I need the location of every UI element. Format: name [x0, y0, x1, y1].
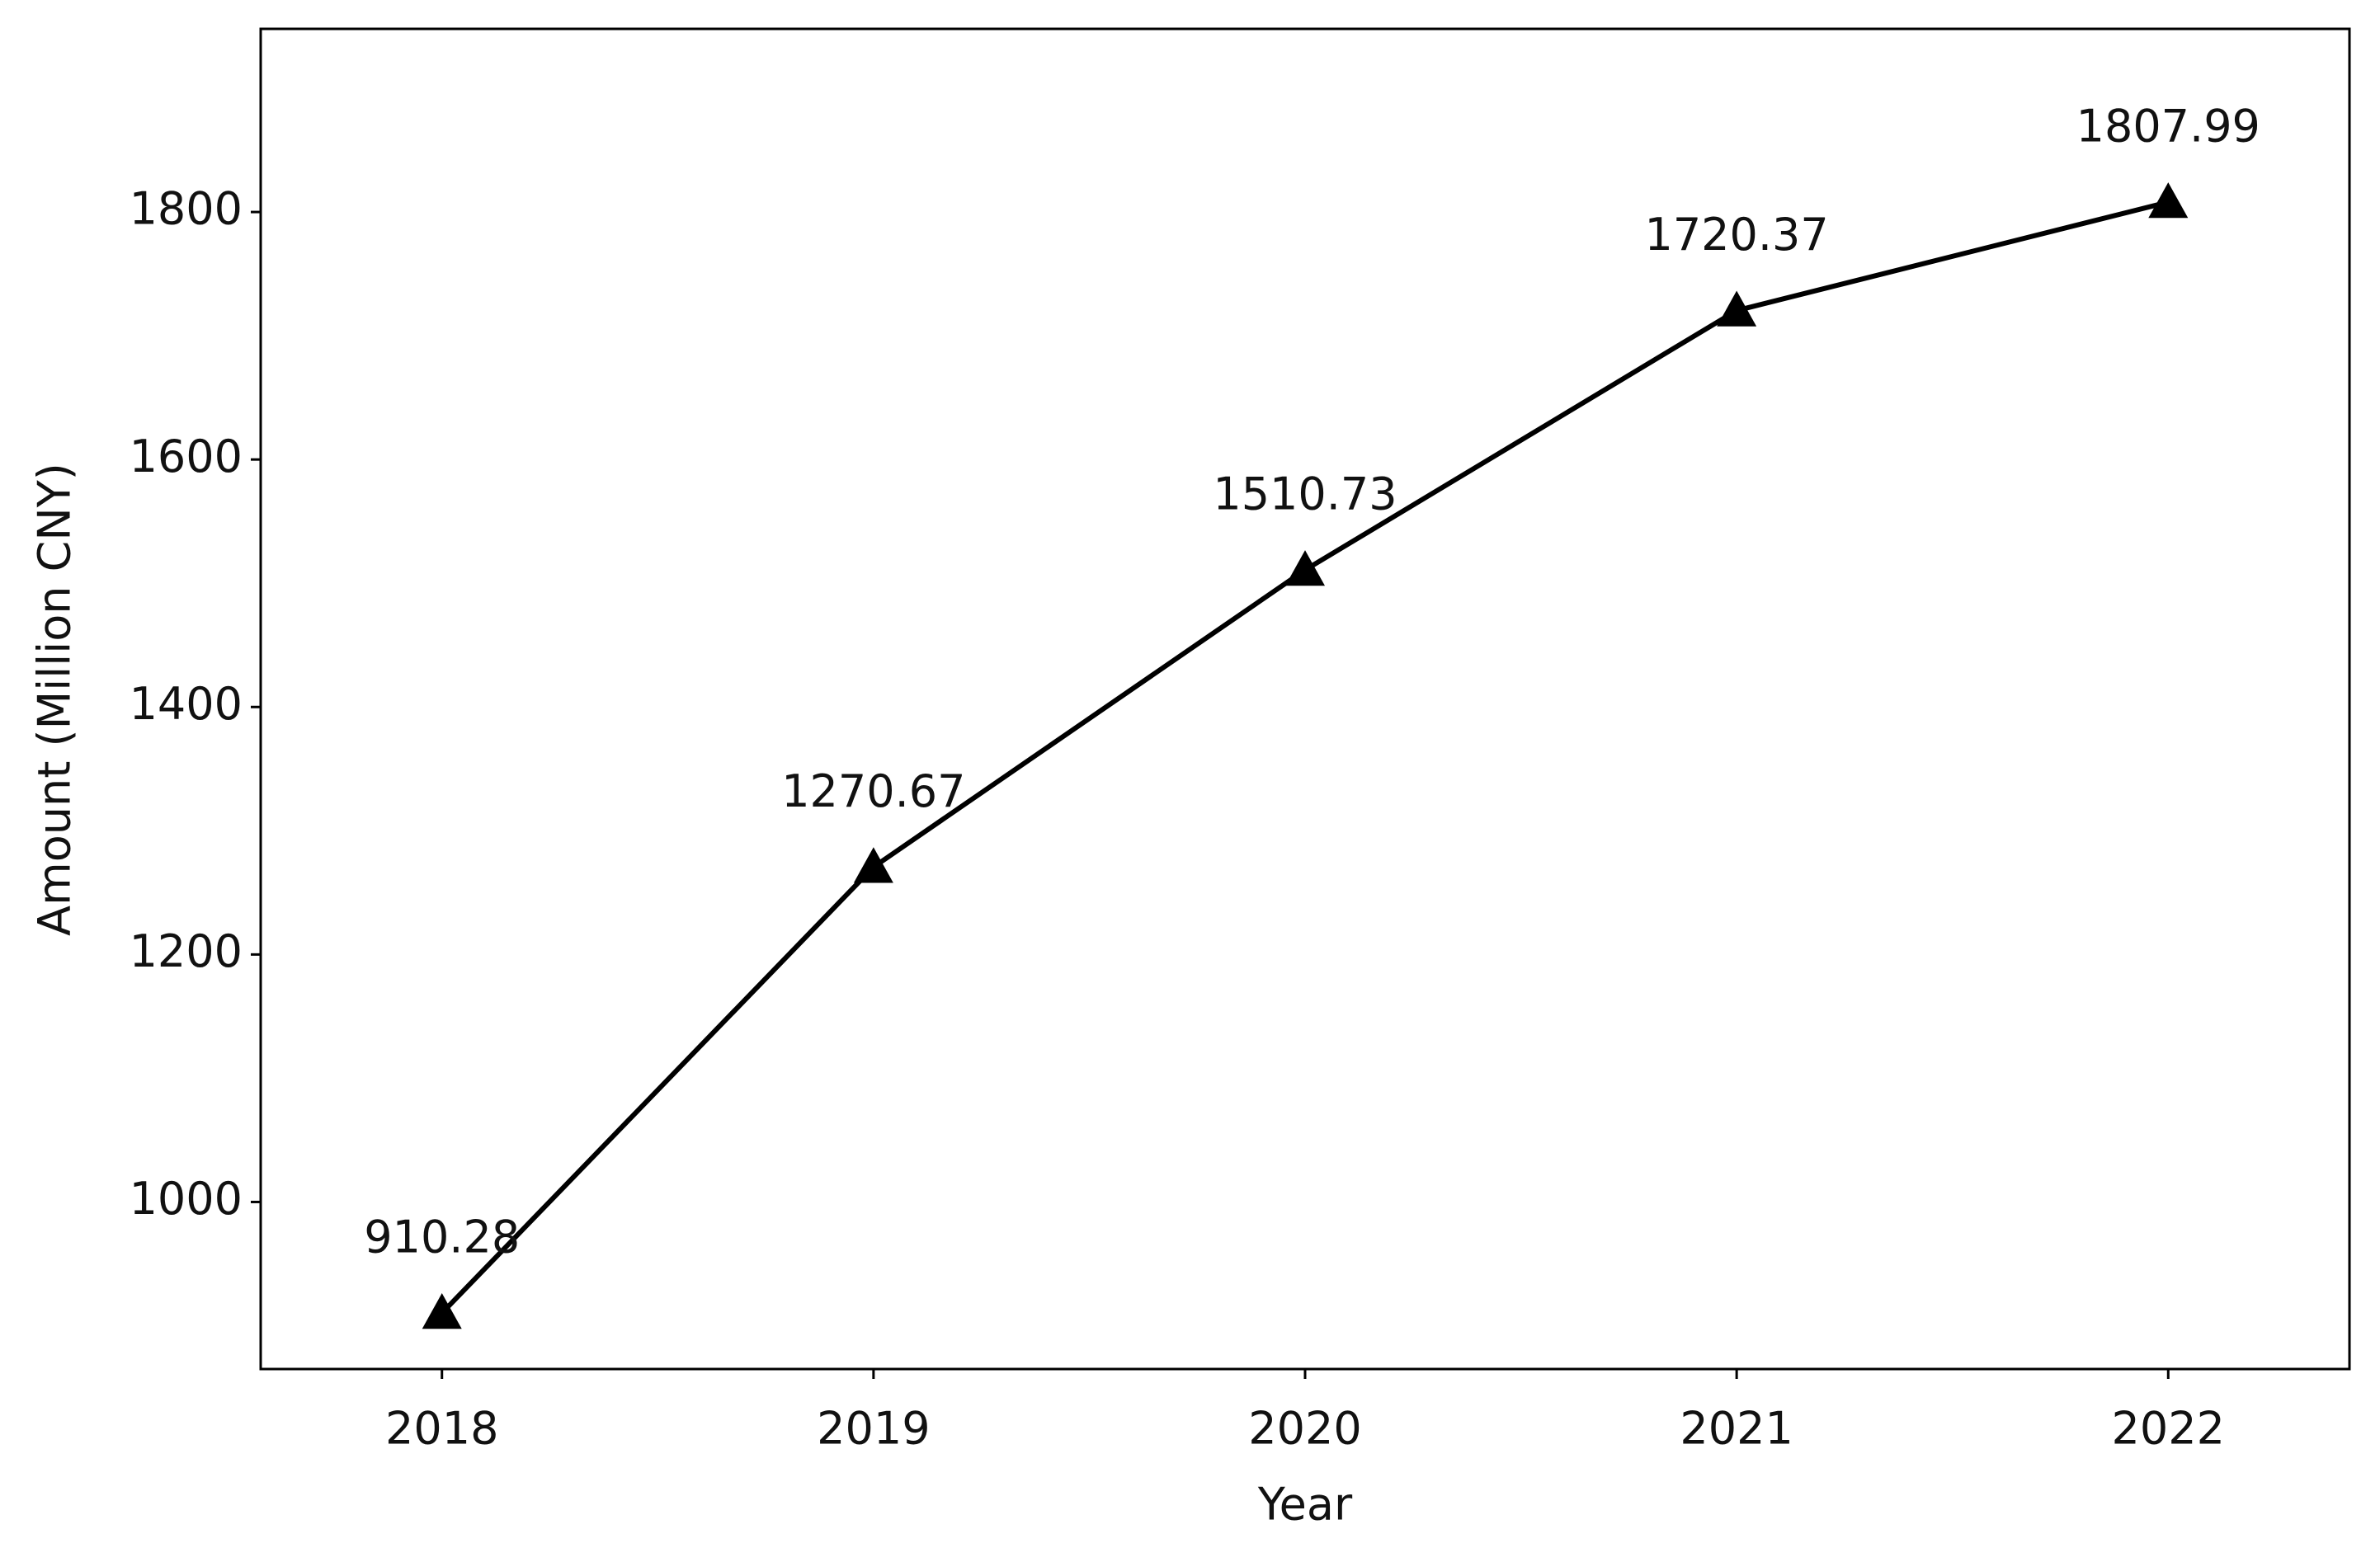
y-axis-label: Amount (Million CNY)	[29, 463, 81, 936]
point-marker	[853, 847, 893, 883]
data-line	[440, 200, 2170, 1315]
value-label: 1270.67	[781, 765, 965, 817]
x-tick-label: 2022	[2112, 1403, 2225, 1455]
y-tick-label: 1000	[130, 1173, 243, 1225]
plot-frame	[259, 27, 2351, 1371]
point-marker	[2148, 182, 2189, 219]
value-label: 1720.37	[1644, 209, 1828, 261]
point-marker	[1285, 550, 1325, 586]
x-tick-label: 2021	[1680, 1403, 1793, 1455]
value-label: 1807.99	[2076, 101, 2260, 153]
x-tick-label: 2019	[817, 1403, 930, 1455]
y-tick-label: 1600	[130, 431, 243, 482]
point-marker	[1717, 290, 1757, 327]
y-tick-label: 1400	[130, 678, 243, 730]
point-marker	[422, 1293, 462, 1329]
x-axis-label: Year	[1257, 1479, 1353, 1531]
y-tick-label: 1800	[130, 183, 243, 235]
x-tick-label: 2018	[385, 1403, 498, 1455]
y-tick-label: 1200	[130, 925, 243, 977]
x-tick-label: 2020	[1248, 1403, 1361, 1455]
value-label: 910.28	[364, 1212, 520, 1263]
value-label: 1510.73	[1213, 468, 1397, 520]
